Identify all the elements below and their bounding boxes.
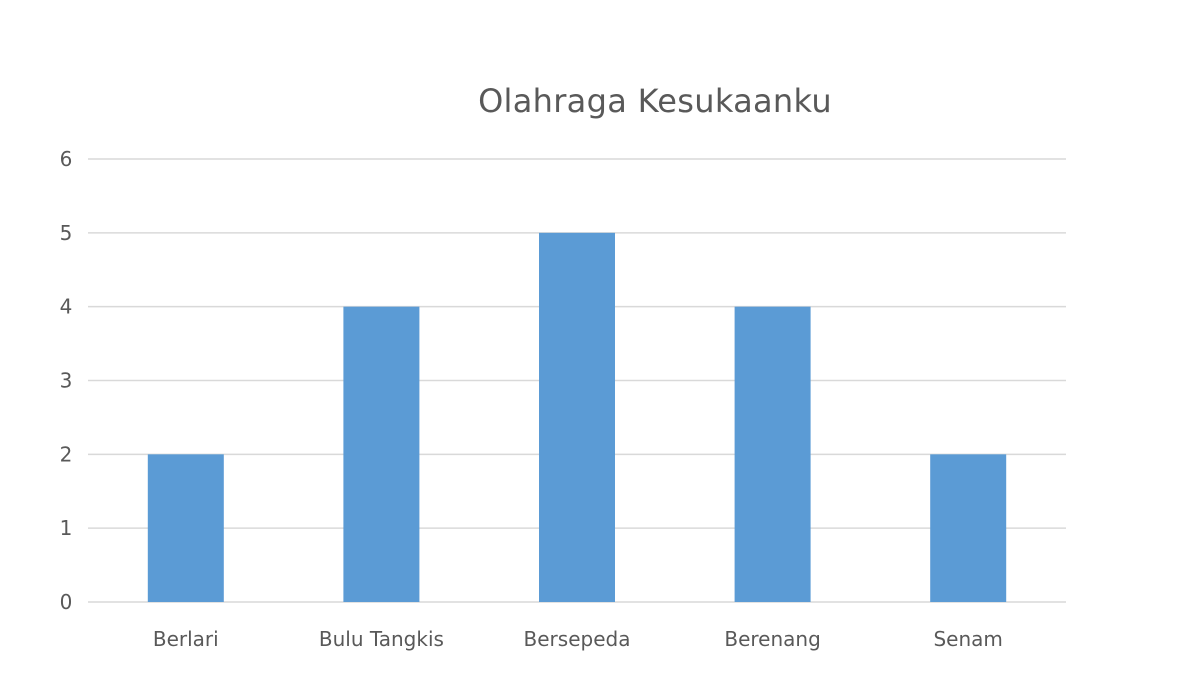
- x-tick-label: Berenang: [724, 627, 820, 651]
- y-tick-label: 0: [60, 590, 73, 614]
- x-axis-ticks: Berlari Bulu Tangkis Bersepeda Berenang Sena…: [153, 627, 1003, 651]
- x-tick-label: Berlari: [153, 627, 219, 651]
- y-tick-label: 4: [60, 295, 73, 319]
- y-tick-label: 5: [60, 221, 73, 245]
- bar-berlari: [147, 454, 224, 602]
- y-tick-label: 3: [60, 369, 73, 393]
- y-tick-label: 2: [60, 442, 73, 466]
- x-tick-label: Bersepeda: [524, 627, 631, 651]
- bar-bersepeda: [539, 232, 615, 603]
- bar-bulu-tangkis: [343, 306, 420, 602]
- bar-berenang: [734, 306, 811, 602]
- bars: [147, 232, 1007, 603]
- bar-senam: [930, 454, 1007, 602]
- x-tick-label: Bulu Tangkis: [319, 627, 444, 651]
- chart-title: Olahraga Kesukaanku: [478, 82, 832, 120]
- y-tick-label: 6: [60, 147, 73, 171]
- y-axis-ticks: 0 1 2 3 4 5 6: [60, 147, 73, 614]
- x-tick-label: Senam: [933, 627, 1002, 651]
- y-tick-label: 1: [60, 516, 73, 540]
